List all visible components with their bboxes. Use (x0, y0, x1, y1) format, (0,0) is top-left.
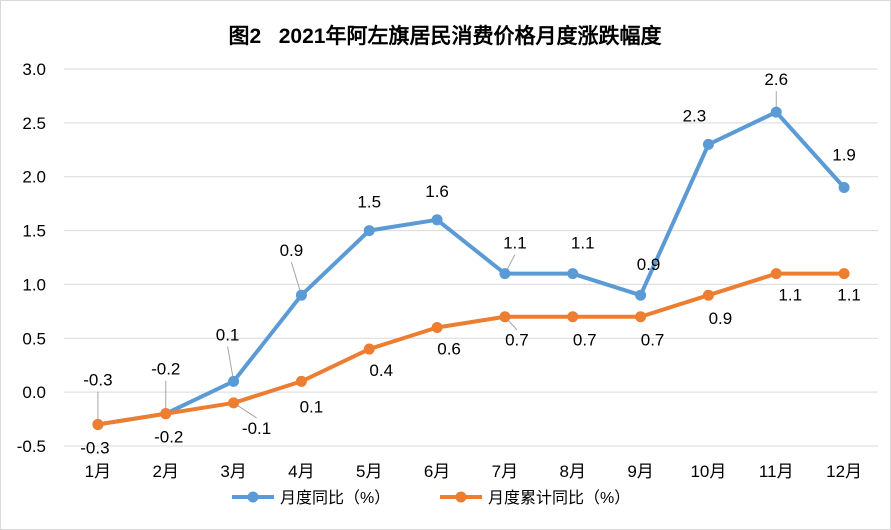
y-axis-ticks: 3.0 2.5 2.0 1.5 1.0 0.5 0.0 -0.5 (17, 60, 46, 456)
data-point (567, 311, 579, 323)
y-tick-label: 0.5 (22, 329, 46, 348)
x-tick-label: 4月 (288, 462, 314, 481)
legend-label: 月度同比（%） (280, 489, 390, 507)
data-label: 0.1 (216, 325, 240, 344)
data-point (635, 289, 647, 301)
data-point (295, 289, 307, 301)
x-tick-label: 7月 (492, 462, 518, 481)
data-label: -0.1 (242, 419, 271, 438)
data-point (431, 214, 443, 226)
data-point (160, 408, 172, 420)
data-label: 1.1 (778, 286, 802, 305)
x-tick-label: 5月 (356, 462, 382, 481)
data-point (770, 268, 782, 280)
data-label: 0.1 (300, 397, 324, 416)
data-point (770, 106, 782, 118)
data-point (363, 343, 375, 355)
data-label: 1.1 (503, 234, 527, 253)
legend: 月度同比（%） 月度累计同比（%） (232, 489, 630, 507)
x-tick-label: 8月 (560, 462, 586, 481)
x-tick-label: 9月 (627, 462, 653, 481)
data-label: 0.7 (573, 331, 597, 350)
data-point (228, 397, 240, 409)
gridlines (64, 68, 878, 447)
data-label: 0.9 (637, 255, 661, 274)
y-tick-label: 0.0 (22, 383, 46, 402)
data-point (92, 418, 104, 430)
y-tick-label: 2.5 (22, 114, 46, 133)
chart-title: 图2 2021年阿左旗居民消费价格月度涨跌幅度 (229, 24, 662, 48)
data-point (838, 181, 850, 193)
data-point (499, 268, 511, 280)
data-point (702, 138, 714, 150)
x-tick-label: 12月 (826, 462, 862, 481)
label-leader-lines (97, 91, 777, 425)
data-label: 1.1 (571, 234, 595, 253)
y-tick-label: 1.0 (22, 275, 46, 294)
data-label: 0.6 (437, 340, 461, 359)
data-label: 2.6 (764, 70, 788, 89)
y-tick-label: 1.5 (22, 222, 46, 241)
data-point (702, 289, 714, 301)
series-lines (92, 106, 850, 430)
data-label: -0.3 (83, 370, 112, 389)
data-point (431, 322, 443, 334)
legend-label: 月度累计同比（%） (488, 489, 630, 507)
x-tick-label: 3月 (220, 462, 246, 481)
leader-line (290, 262, 302, 296)
legend-swatch-marker (455, 491, 467, 503)
data-point (363, 225, 375, 237)
x-axis-ticks: 1月 2月 3月 4月 5月 6月 7月 8月 9月 10月 11月 12月 (85, 462, 862, 481)
data-label: 0.9 (709, 309, 733, 328)
data-label: -0.2 (151, 360, 180, 379)
data-label: 0.7 (641, 331, 665, 350)
x-tick-label: 10月 (690, 462, 726, 481)
series-line (95, 110, 847, 427)
data-label: -0.3 (80, 438, 109, 457)
data-point (295, 375, 307, 387)
data-point (228, 375, 240, 387)
data-label: 1.1 (837, 286, 861, 305)
data-label: 1.6 (425, 182, 449, 201)
data-label: 1.9 (832, 145, 856, 164)
legend-swatch-marker (247, 491, 259, 503)
x-tick-label: 6月 (424, 462, 450, 481)
y-tick-label: 3.0 (22, 60, 46, 79)
y-tick-label: -0.5 (17, 437, 46, 456)
data-point (567, 268, 579, 280)
x-tick-label: 11月 (759, 462, 794, 481)
x-tick-label: 1月 (85, 462, 111, 481)
data-label: 0.4 (369, 361, 393, 380)
data-point (635, 311, 647, 323)
data-label: 2.3 (683, 106, 707, 125)
data-label: 1.5 (357, 193, 381, 212)
data-label: 0.7 (505, 331, 529, 350)
data-point (838, 268, 850, 280)
data-label: 0.9 (280, 241, 304, 260)
leader-line (227, 346, 235, 382)
series-line (95, 271, 847, 427)
data-label: -0.2 (154, 428, 183, 447)
x-tick-label: 2月 (153, 462, 179, 481)
data-point (499, 311, 511, 323)
data-labels: -0.3 -0.2 0.1 0.9 1.5 1.6 1.1 1.1 0.9 2.3 2.6 1.9 -0… (80, 70, 861, 457)
y-tick-label: 2.0 (22, 168, 46, 187)
